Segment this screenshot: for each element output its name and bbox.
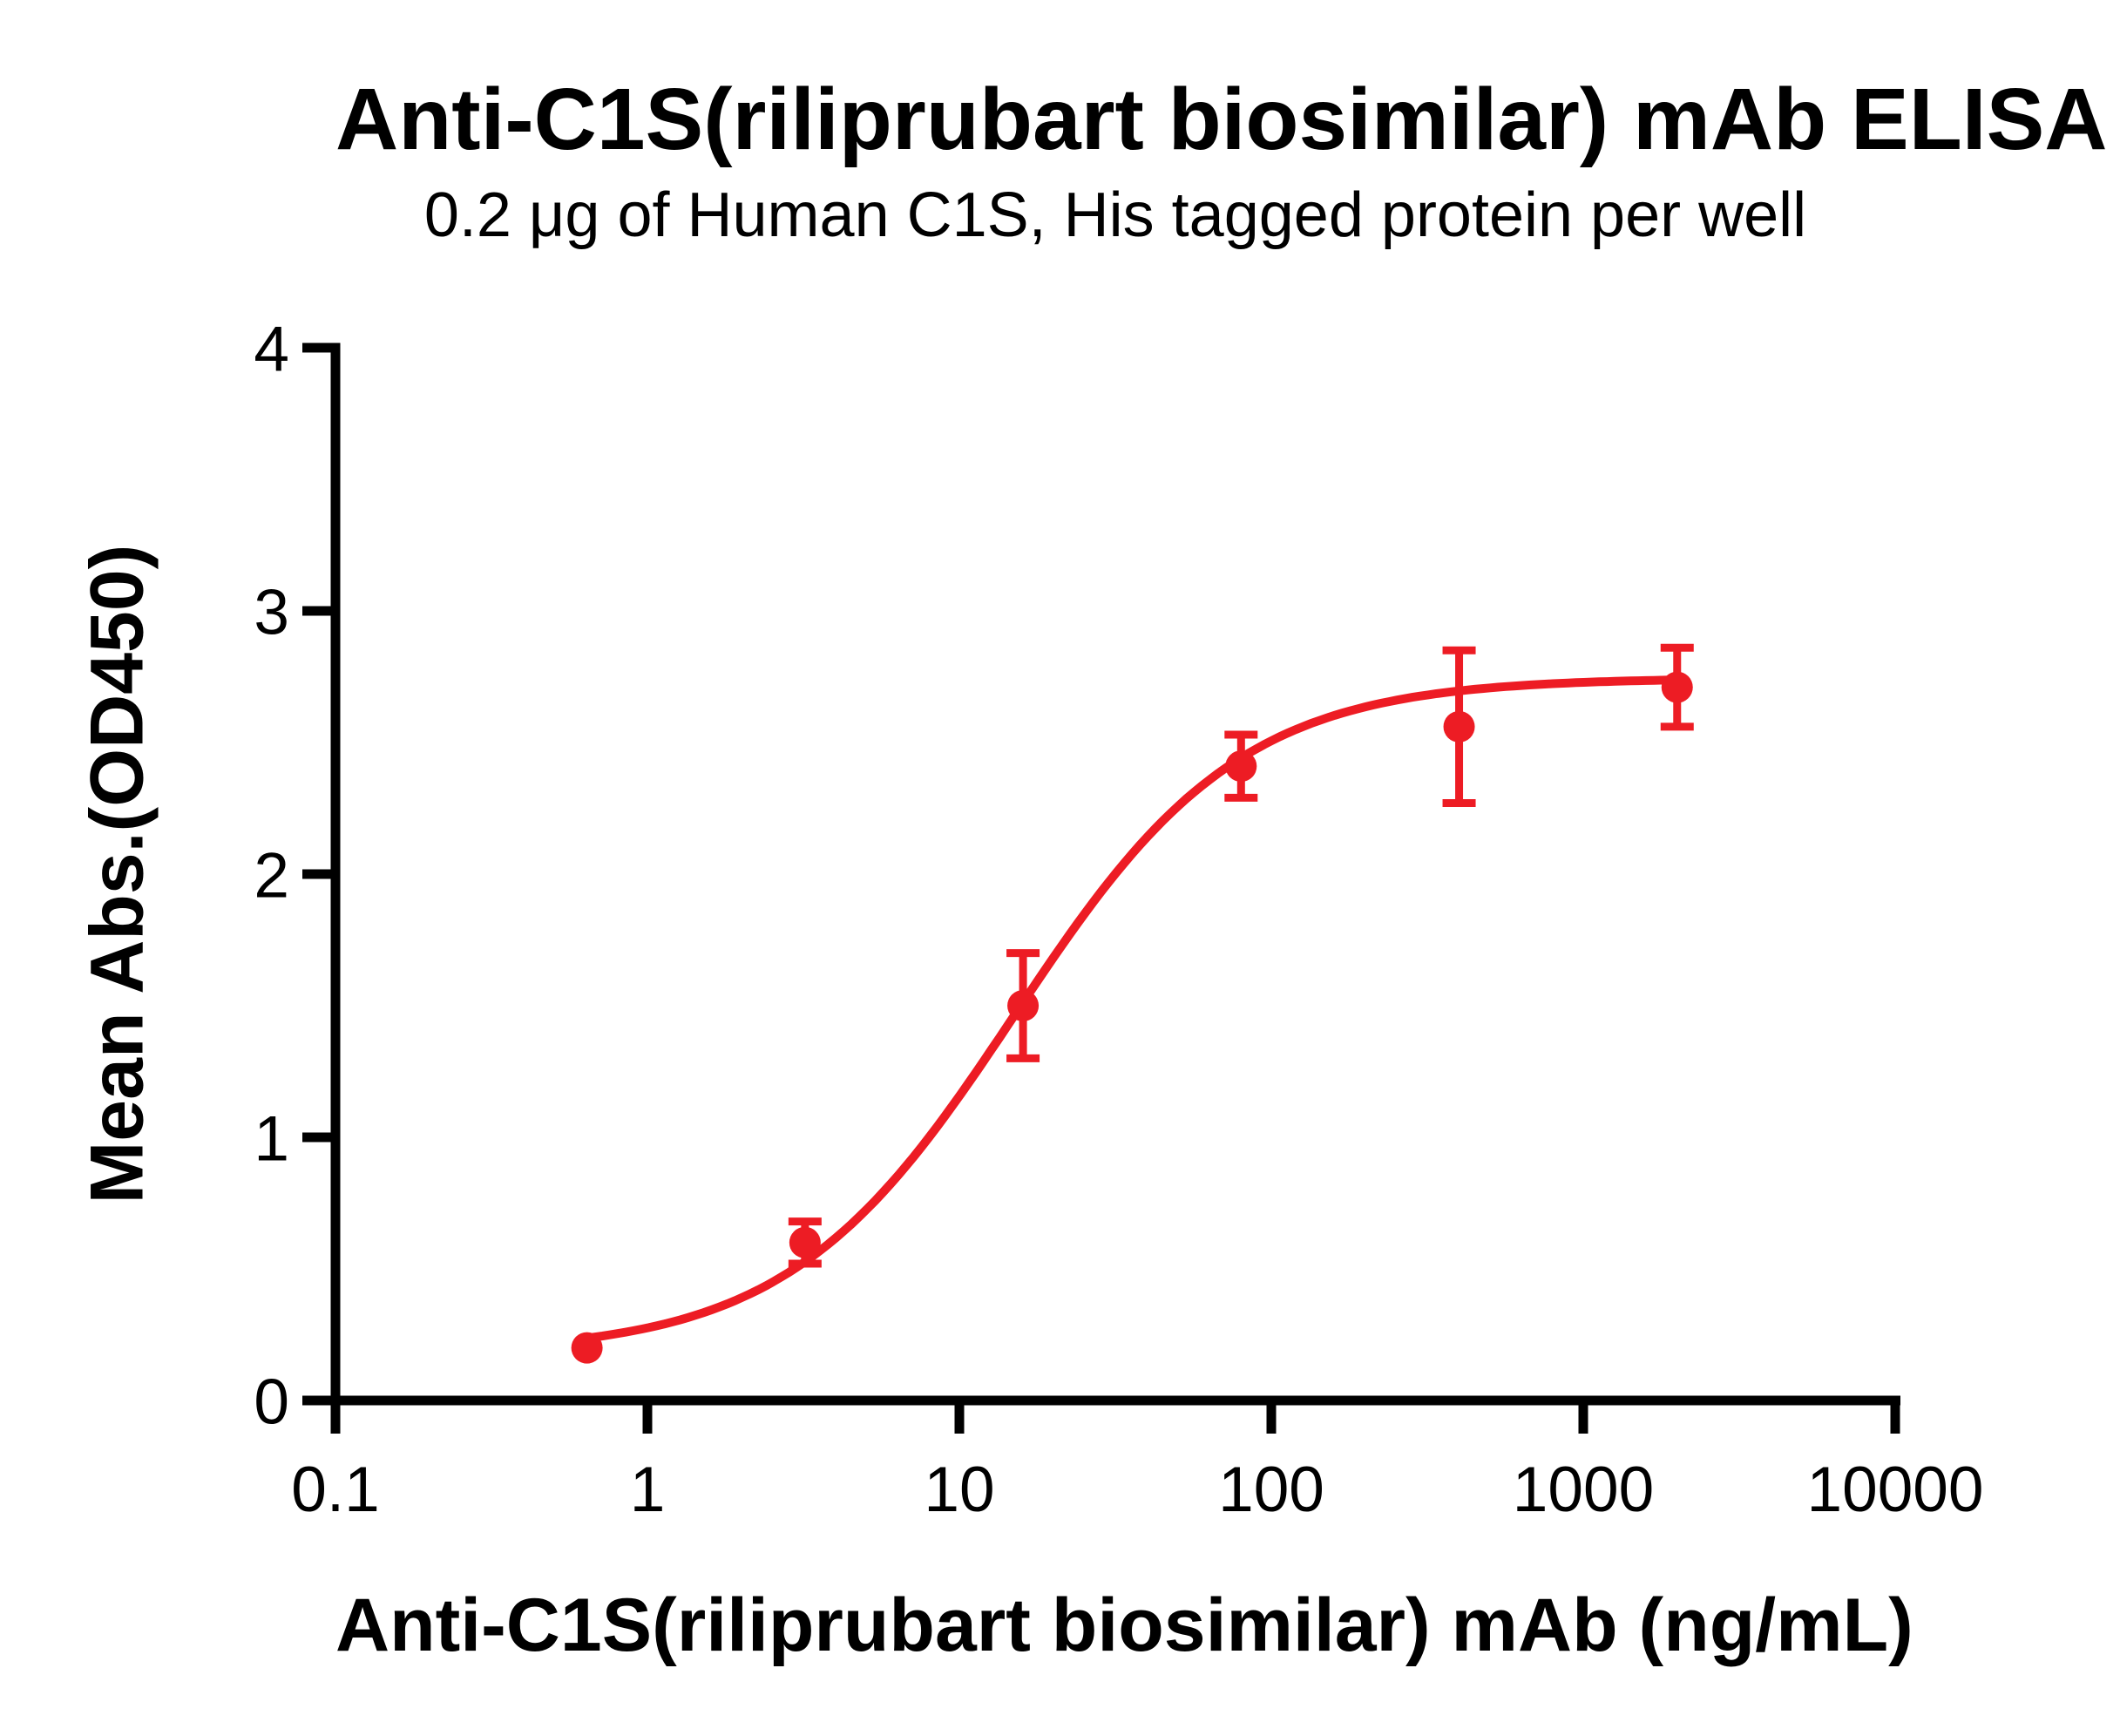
data-point-marker xyxy=(1443,710,1475,743)
x-tick-label: 10 xyxy=(924,1455,994,1525)
y-tick-label: 0 xyxy=(254,1366,289,1437)
x-tick-label: 1000 xyxy=(1513,1455,1654,1525)
data-point-marker xyxy=(1007,990,1040,1021)
data-point-marker xyxy=(1661,671,1693,703)
fit-curve xyxy=(582,675,1682,1343)
data-point-marker xyxy=(571,1332,603,1364)
x-axis-label: Anti-C1S(riliprubart biosimilar) mAb (ng… xyxy=(335,1583,1913,1667)
x-tick-label: 10000 xyxy=(1807,1455,1984,1525)
y-tick-label: 3 xyxy=(254,577,289,648)
x-tick-label: 100 xyxy=(1218,1455,1324,1525)
y-tick-label: 4 xyxy=(254,314,289,384)
y-tick-label: 1 xyxy=(254,1103,289,1174)
data-point-marker xyxy=(1225,750,1257,783)
data-point-marker xyxy=(789,1226,821,1258)
x-tick-label: 1 xyxy=(630,1455,666,1525)
chart-title: Anti-C1S(riliprubart biosimilar) mAb ELI… xyxy=(335,71,2108,168)
chart-subtitle: 0.2 μg of Human C1S, His tagged protein … xyxy=(423,180,1807,250)
x-tick-label: 0.1 xyxy=(291,1455,379,1525)
y-tick-label: 2 xyxy=(254,840,289,911)
